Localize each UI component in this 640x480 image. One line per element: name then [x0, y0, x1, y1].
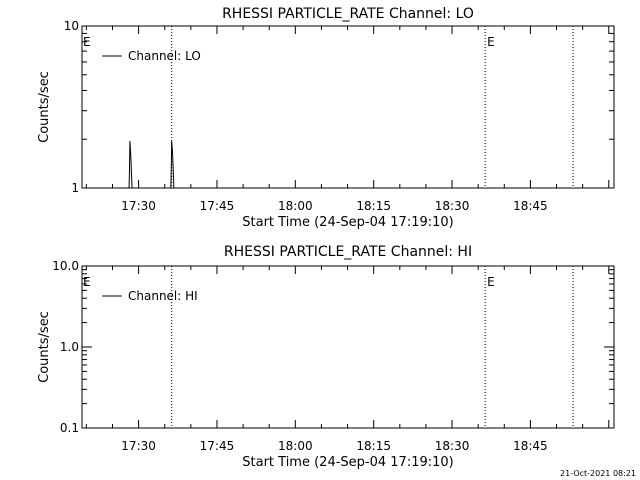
- x-tick-label: 18:30: [435, 199, 470, 213]
- lo-channel-panel: RHESSI PARTICLE_RATE Channel: LO Start Ti…: [37, 6, 615, 230]
- y-tick-label: 1.0: [60, 340, 79, 354]
- x-tick-label: 18:30: [435, 439, 470, 453]
- x-tick-label: 17:30: [121, 439, 156, 453]
- x-tick-label: 18:00: [278, 199, 313, 213]
- x-axis-label: Start Time (24-Sep-04 17:19:10): [242, 455, 453, 470]
- series-line-channel-lo: [128, 140, 175, 189]
- x-tick-label: 17:45: [200, 439, 235, 453]
- legend-entry: Channel: HI: [128, 289, 198, 303]
- x-tick-label: 18:00: [278, 439, 313, 453]
- x-tick-label: 17:30: [121, 199, 156, 213]
- chart-title: RHESSI PARTICLE_RATE Channel: LO: [222, 6, 474, 22]
- x-tick-label: 17:45: [200, 199, 235, 213]
- y-axis-label: Counts/sec: [37, 71, 52, 143]
- y-tick-label: 10: [64, 19, 79, 33]
- x-axis-label: Start Time (24-Sep-04 17:19:10): [242, 215, 453, 230]
- corner-marker: E: [83, 275, 91, 289]
- x-tick-label: 18:15: [356, 439, 391, 453]
- time-marker-label: E: [487, 35, 495, 49]
- y-tick-label: 10.0: [52, 259, 79, 273]
- hi-channel-panel: RHESSI PARTICLE_RATE Channel: HI Start Ti…: [37, 244, 615, 470]
- y-tick-label: 1: [71, 181, 79, 195]
- legend-entry: Channel: LO: [128, 49, 201, 63]
- corner-marker: E: [83, 35, 91, 49]
- time-marker-label: E: [487, 275, 495, 289]
- x-tick-label: 18:45: [513, 199, 548, 213]
- y-tick-label: 0.1: [60, 421, 79, 435]
- x-tick-label: 18:45: [513, 439, 548, 453]
- x-tick-label: 18:15: [356, 199, 391, 213]
- y-axis-label: Counts/sec: [37, 311, 52, 383]
- footer-timestamp: 21-Oct-2021 08:21: [560, 469, 636, 478]
- chart-title: RHESSI PARTICLE_RATE Channel: HI: [224, 244, 472, 260]
